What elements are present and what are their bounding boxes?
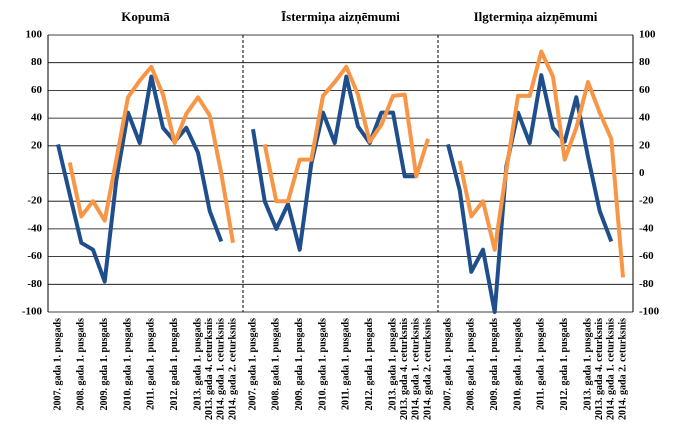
x-tick-label: 2013. gada 4. ceturksnis bbox=[204, 318, 215, 420]
x-tick-label: 2010. gada 1. pusgads bbox=[122, 318, 133, 411]
series-line bbox=[262, 64, 430, 204]
x-tick-label: 2012. gada 1. pusgads bbox=[364, 318, 375, 411]
x-tick-label: 2013. gada 4. ceturksnis bbox=[399, 318, 410, 420]
x-tick-label: 2007. gada 1. pusgads bbox=[52, 318, 63, 411]
y2-tick-label: -80 bbox=[639, 278, 654, 290]
x-tick-label: 2009. gada 1. pusgads bbox=[99, 318, 110, 411]
x-tick-label: 2013. gada 1. pusgads bbox=[387, 318, 398, 411]
y-tick-label: -80 bbox=[27, 278, 42, 290]
y2-tick-label: 20 bbox=[639, 139, 651, 151]
panel-title: Ilgtermiņa aizņēmumi bbox=[474, 9, 598, 25]
series-line bbox=[457, 49, 625, 278]
panel-title: Kopumā bbox=[121, 9, 170, 24]
x-tick-label: 2014. gada 1. ceturksnis bbox=[216, 318, 227, 420]
x-tick-label: 2014. gada 1. ceturksnis bbox=[411, 318, 422, 420]
x-tick-label: 2012. gada 1. pusgads bbox=[169, 318, 180, 411]
series-line bbox=[67, 64, 235, 244]
x-tick-label: 2010. gada 1. pusgads bbox=[512, 318, 523, 411]
x-tick-label: 2012. gada 1. pusgads bbox=[559, 318, 570, 411]
x-tick-label: 2009. gada 1. pusgads bbox=[489, 318, 500, 411]
x-tick-label: 2013. gada 1. pusgads bbox=[192, 318, 203, 411]
y2-tick-label: -60 bbox=[639, 250, 654, 262]
y-tick-label: -60 bbox=[27, 250, 42, 262]
series-line bbox=[56, 74, 224, 284]
series-line bbox=[251, 74, 417, 252]
x-tick-label: 2013. gada 4. ceturksnis bbox=[594, 318, 605, 420]
x-tick-label: 2011. gada 1. pusgads bbox=[536, 318, 547, 410]
x-tick-label: 2013. gada 1. pusgads bbox=[582, 318, 593, 411]
x-tick-label: 2014. gada 2. ceturksnis bbox=[422, 318, 433, 420]
y-tick-label: -100 bbox=[22, 306, 43, 318]
y2-tick-label: 100 bbox=[639, 29, 656, 41]
y2-tick-label: 80 bbox=[639, 56, 651, 68]
x-tick-label: 2014. gada 1. ceturksnis bbox=[606, 318, 617, 420]
x-tick-label: 2010. gada 1. pusgads bbox=[317, 318, 328, 411]
y2-tick-label: -100 bbox=[639, 306, 660, 318]
panel-title: Īstermiņa aizņēmumi bbox=[281, 9, 400, 25]
y-tick-label: 100 bbox=[26, 29, 43, 41]
y2-tick-label: 40 bbox=[639, 112, 651, 124]
x-tick-label: 2007. gada 1. pusgads bbox=[247, 318, 258, 411]
x-tick-label: 2007. gada 1. pusgads bbox=[442, 318, 453, 411]
y2-tick-label: 0 bbox=[639, 167, 645, 179]
x-tick-label: 2011. gada 1. pusgads bbox=[341, 318, 352, 410]
x-tick-label: 2008. gada 1. pusgads bbox=[466, 318, 477, 411]
y-tick-label: 60 bbox=[31, 84, 43, 96]
y-tick-label: 40 bbox=[31, 112, 43, 124]
x-tick-label: 2008. gada 1. pusgads bbox=[76, 318, 87, 411]
y-tick-label: 20 bbox=[31, 139, 43, 151]
series-line bbox=[446, 73, 614, 314]
x-tick-label: 2011. gada 1. pusgads bbox=[146, 318, 157, 410]
y2-tick-label: 60 bbox=[639, 84, 651, 96]
y2-tick-label: -40 bbox=[639, 222, 654, 234]
x-tick-label: 2014. gada 2. ceturksnis bbox=[227, 318, 238, 420]
y2-tick-label: -20 bbox=[639, 195, 654, 207]
x-tick-label: 2008. gada 1. pusgads bbox=[271, 318, 282, 411]
x-tick-label: 2009. gada 1. pusgads bbox=[294, 318, 305, 411]
y-tick-label: -40 bbox=[27, 222, 42, 234]
y-tick-label: -20 bbox=[27, 195, 42, 207]
y-tick-label: 80 bbox=[31, 56, 43, 68]
x-tick-label: 2014. gada 2. ceturksnis bbox=[617, 318, 628, 420]
